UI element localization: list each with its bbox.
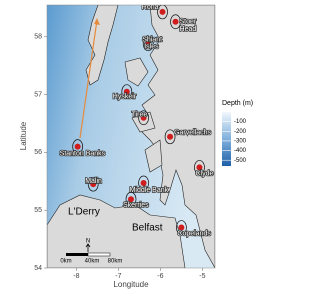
legend-tick-label: -400: [234, 148, 247, 154]
legend-tick-label: -300: [234, 139, 247, 145]
scale-bar: [66, 253, 88, 256]
site-point: [140, 114, 147, 121]
site-outline: [164, 129, 176, 145]
site-label: Copelands: [177, 230, 211, 237]
plot-frame: [46, 4, 216, 269]
site-outline: [125, 191, 137, 207]
skye: [124, 57, 149, 87]
site-label: Tiree: [132, 112, 148, 119]
map-area: Rona Stoer Head Shiant Isles Hyskeir Tiree Garv…: [47, 4, 215, 268]
y-axis-label: Latitude: [19, 121, 28, 150]
site-outline: [157, 5, 168, 20]
site-outline: [87, 176, 99, 192]
site-point: [123, 88, 130, 95]
x-axis-label: Longitude: [113, 280, 149, 289]
place-label: L'Derry: [68, 207, 100, 218]
site-label: Skerries: [123, 202, 149, 209]
site-outline: [170, 14, 181, 30]
scale-label: 80km: [108, 259, 123, 265]
site-outline: [194, 160, 205, 175]
scale-label: 40km: [85, 259, 100, 265]
site-label: Stoer Head: [180, 19, 197, 33]
site-outline: [121, 84, 133, 100]
site-label: Rona: [142, 4, 159, 11]
site-outline: [176, 220, 187, 235]
site-label: Hyskeir: [113, 94, 137, 101]
site-label: Shiant Isles: [142, 37, 162, 51]
map-figure: Rona Stoer Head Shiant Isles Hyskeir Tiree Garv…: [19, 4, 253, 289]
legend-tick-label: -500: [234, 158, 247, 164]
scale-bar: [87, 252, 111, 257]
site-point: [90, 181, 97, 188]
site-outline: [138, 175, 149, 191]
site-label: Malin: [85, 178, 102, 185]
x-tick-label: -7: [115, 273, 121, 280]
site-point: [167, 133, 174, 140]
north-arrow: [85, 243, 91, 252]
site-outline: [142, 36, 154, 52]
legend-tick-label: -200: [234, 129, 247, 135]
north-label: N: [86, 239, 90, 245]
site-point: [178, 224, 185, 231]
outer-hebrides: [85, 5, 119, 86]
legend-tick-label: -100: [234, 119, 247, 125]
x-tick-label: -8: [73, 273, 79, 280]
site-label: Middle Bank: [130, 187, 169, 194]
scale-label: 0km: [60, 259, 71, 265]
site-point: [159, 8, 166, 15]
site-point: [128, 196, 134, 203]
arrow-head: [94, 18, 100, 25]
y-tick-label: 58: [34, 34, 42, 41]
mull: [131, 111, 156, 133]
ireland: [47, 194, 186, 268]
x-tick-label: -6: [157, 273, 163, 280]
site-point: [145, 40, 152, 47]
site-label: Clyde: [195, 170, 213, 177]
sites: Rona Stoer Head Shiant Isles Hyskeir Tiree Garv…: [59, 4, 214, 238]
place-label: Belfast: [132, 223, 163, 234]
x-tick-label: -5: [199, 273, 205, 280]
y-tick-label: 54: [34, 265, 42, 272]
legend-colorbar: [222, 112, 231, 166]
islay-jura: [144, 139, 163, 173]
y-tick-label: 56: [34, 149, 42, 156]
site-point: [74, 143, 81, 150]
y-tick-label: 55: [34, 207, 42, 214]
site-point: [140, 180, 147, 187]
site-point: [196, 164, 203, 171]
y-tick-label: 57: [34, 91, 42, 98]
legend-title: Depth (m): [222, 100, 253, 107]
site-label: Garvellachs: [174, 130, 211, 137]
site-outline: [72, 139, 84, 154]
site-point: [172, 18, 179, 25]
transect-arrow: [79, 19, 98, 139]
site-outline: [138, 110, 149, 126]
site-label: Stanton Banks: [60, 150, 106, 157]
